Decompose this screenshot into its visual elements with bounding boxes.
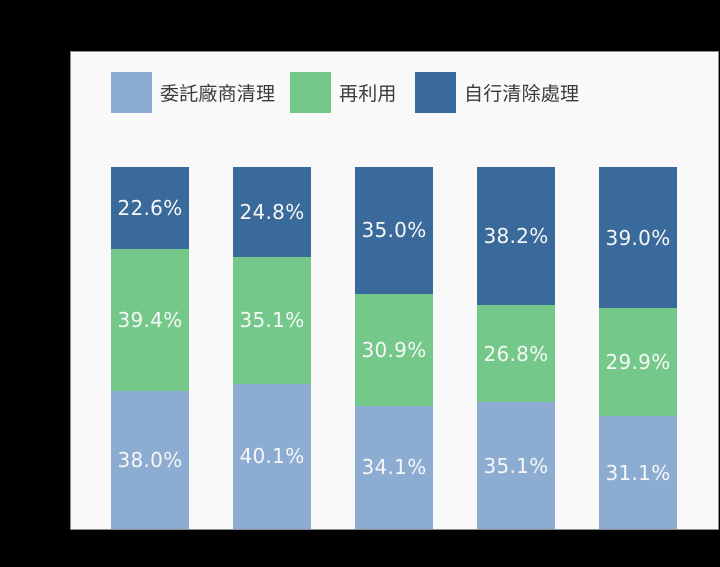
bar-5-segment-1: 31.1%: [599, 416, 677, 529]
bar-2-segment-2: 35.1%: [233, 256, 311, 384]
legend-swatch-consigned-disposal: [111, 72, 152, 113]
bar-4-segment-1: 35.1%: [477, 402, 555, 530]
bar-1-segment-3: 22.6%: [111, 167, 189, 249]
legend-item-consigned-disposal: 委託廠商清理: [111, 72, 275, 113]
legend-label-reuse: 再利用: [339, 83, 397, 105]
legend-item-self-disposal: 自行清除處理: [415, 72, 579, 113]
bar-4-segment-2-label: 26.8%: [483, 341, 549, 366]
bar-1-segment-2-label: 39.4%: [117, 308, 183, 333]
stacked-bar-2: 24.8% 35.1% 40.1%: [233, 167, 311, 529]
bar-1-segment-1: 38.0%: [111, 391, 189, 529]
bar-2-segment-2-label: 35.1%: [239, 308, 305, 333]
stacked-bar-1: 22.6% 39.4% 38.0%: [111, 167, 189, 529]
plot-area: 22.6% 39.4% 38.0% 24.8% 35.1% 40.1% 35.0% 30.9%…: [111, 167, 717, 530]
legend-swatch-self-disposal: [415, 72, 456, 113]
bar-3-segment-3: 35.0%: [355, 167, 433, 294]
bar-3-segment-1: 34.1%: [355, 405, 433, 529]
bar-5-segment-1-label: 31.1%: [605, 460, 671, 485]
bar-2-segment-3: 24.8%: [233, 167, 311, 257]
bar-3-segment-2-label: 30.9%: [361, 337, 427, 362]
bar-4-segment-3-label: 38.2%: [483, 224, 549, 249]
bar-3-segment-2: 30.9%: [355, 293, 433, 406]
bar-2-segment-3-label: 24.8%: [239, 199, 305, 224]
bar-4-segment-3: 38.2%: [477, 167, 555, 306]
bar-4-segment-2: 26.8%: [477, 305, 555, 403]
stacked-bar-3: 35.0% 30.9% 34.1%: [355, 167, 433, 529]
bar-3-segment-1-label: 34.1%: [361, 455, 427, 480]
bar-1-segment-2: 39.4%: [111, 248, 189, 392]
bar-3-segment-3-label: 35.0%: [361, 218, 427, 243]
legend-label-consigned-disposal: 委託廠商清理: [160, 83, 276, 105]
chart-panel: 委託廠商清理 再利用 自行清除處理 22.6% 39.4% 38.0% 24.8% 35…: [70, 51, 719, 530]
bar-2-segment-1: 40.1%: [233, 383, 311, 529]
stacked-bar-4: 38.2% 26.8% 35.1%: [477, 167, 555, 530]
bar-5-segment-3: 39.0%: [599, 167, 677, 309]
bar-1-segment-3-label: 22.6%: [117, 195, 183, 220]
bar-2-segment-1-label: 40.1%: [239, 444, 305, 469]
bar-5-segment-2: 29.9%: [599, 308, 677, 417]
legend-label-self-disposal: 自行清除處理: [464, 83, 580, 105]
bar-5-segment-2-label: 29.9%: [605, 350, 671, 375]
bar-1-segment-1-label: 38.0%: [117, 448, 183, 473]
legend-item-reuse: 再利用: [290, 72, 397, 113]
legend-swatch-reuse: [290, 72, 331, 113]
bar-4-segment-1-label: 35.1%: [483, 453, 549, 478]
stacked-bar-5: 39.0% 29.9% 31.1%: [599, 167, 677, 529]
bar-5-segment-3-label: 39.0%: [605, 225, 671, 250]
